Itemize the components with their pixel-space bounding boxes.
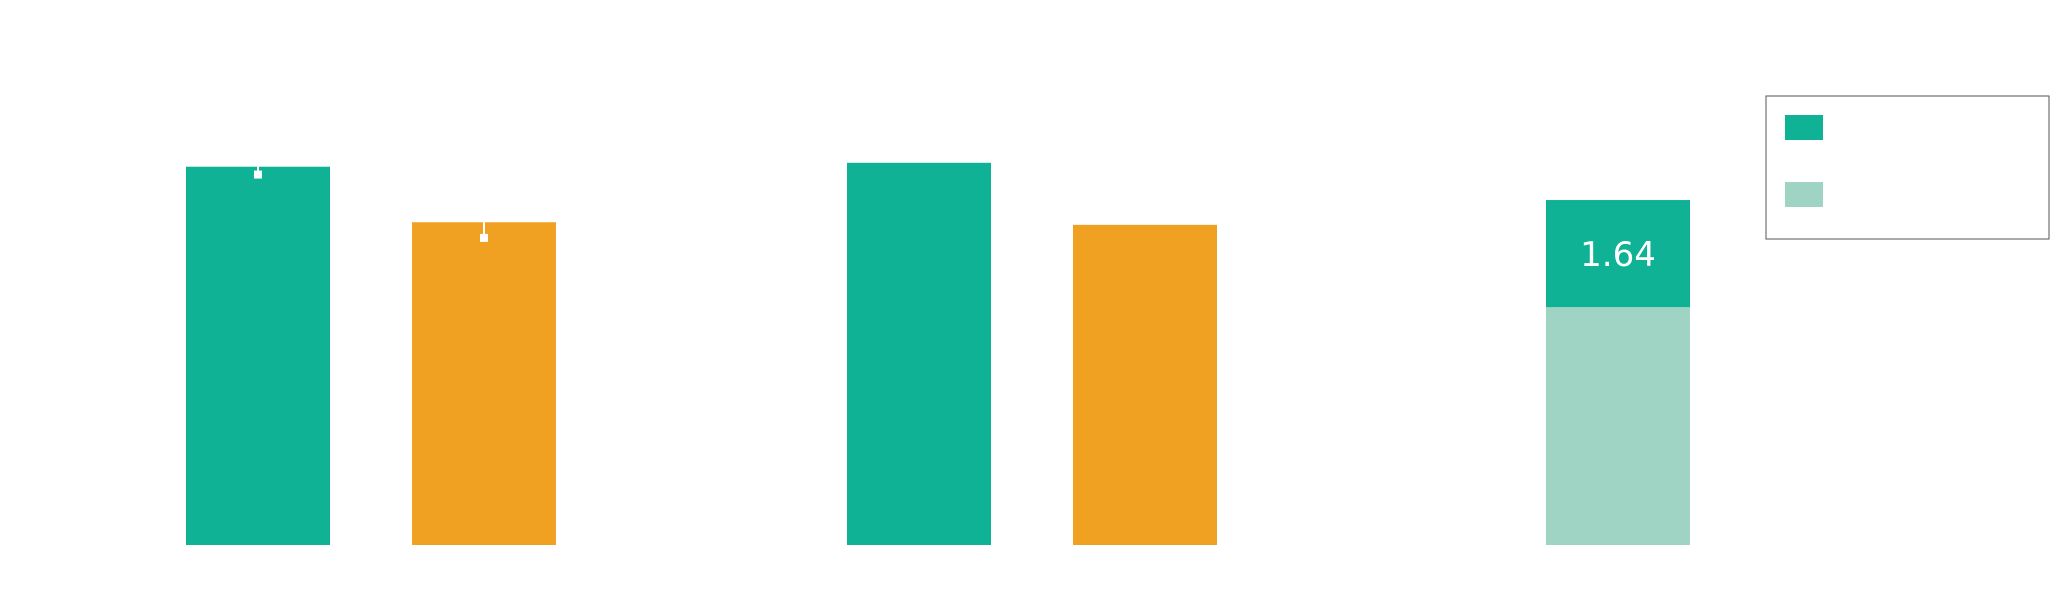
bar-segment bbox=[1546, 307, 1690, 545]
bar-segment bbox=[1546, 200, 1690, 308]
bar bbox=[1073, 224, 1217, 545]
error-cap bbox=[480, 233, 488, 242]
bar bbox=[847, 162, 991, 546]
error-cap bbox=[254, 170, 262, 179]
data-label: 1.64 bbox=[1580, 235, 1656, 275]
bar bbox=[186, 166, 330, 545]
legend-swatch bbox=[1785, 115, 1823, 140]
legend-swatch bbox=[1785, 182, 1823, 207]
bar bbox=[412, 222, 556, 545]
